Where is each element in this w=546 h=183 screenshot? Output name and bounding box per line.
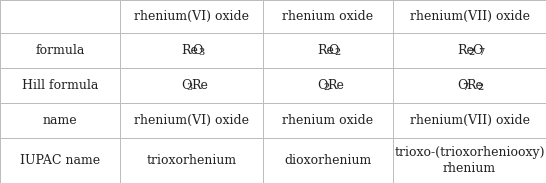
Text: Re: Re bbox=[318, 44, 334, 57]
Text: 2: 2 bbox=[334, 48, 341, 57]
Text: O: O bbox=[181, 79, 192, 92]
Text: Re: Re bbox=[457, 44, 474, 57]
Text: Re: Re bbox=[327, 79, 344, 92]
Text: O: O bbox=[318, 79, 328, 92]
Text: Re: Re bbox=[191, 79, 207, 92]
Text: 3: 3 bbox=[187, 83, 193, 92]
Text: 3: 3 bbox=[198, 48, 204, 57]
Text: name: name bbox=[43, 114, 78, 127]
Text: O: O bbox=[457, 79, 467, 92]
Text: Re: Re bbox=[181, 44, 198, 57]
Text: rhenium(VI) oxide: rhenium(VI) oxide bbox=[134, 114, 249, 127]
Text: rhenium(VI) oxide: rhenium(VI) oxide bbox=[134, 10, 249, 23]
Text: rhenium(VII) oxide: rhenium(VII) oxide bbox=[410, 114, 530, 127]
Text: dioxorhenium: dioxorhenium bbox=[284, 154, 372, 167]
Text: 2: 2 bbox=[468, 48, 474, 57]
Text: trioxorhenium: trioxorhenium bbox=[146, 154, 236, 167]
Text: rhenium oxide: rhenium oxide bbox=[282, 10, 373, 23]
Text: rhenium oxide: rhenium oxide bbox=[282, 114, 373, 127]
Text: O: O bbox=[329, 44, 339, 57]
Text: O: O bbox=[192, 44, 203, 57]
Text: 2: 2 bbox=[323, 83, 329, 92]
Text: 7: 7 bbox=[462, 83, 468, 92]
Text: O: O bbox=[472, 44, 483, 57]
Text: trioxo-(trioxorheniooxy)
rhenium: trioxo-(trioxorheniooxy) rhenium bbox=[394, 146, 545, 175]
Text: 2: 2 bbox=[478, 83, 484, 92]
Text: rhenium(VII) oxide: rhenium(VII) oxide bbox=[410, 10, 530, 23]
Text: Re: Re bbox=[467, 79, 484, 92]
Text: Hill formula: Hill formula bbox=[22, 79, 98, 92]
Text: IUPAC name: IUPAC name bbox=[20, 154, 100, 167]
Text: formula: formula bbox=[35, 44, 85, 57]
Text: 7: 7 bbox=[478, 48, 484, 57]
